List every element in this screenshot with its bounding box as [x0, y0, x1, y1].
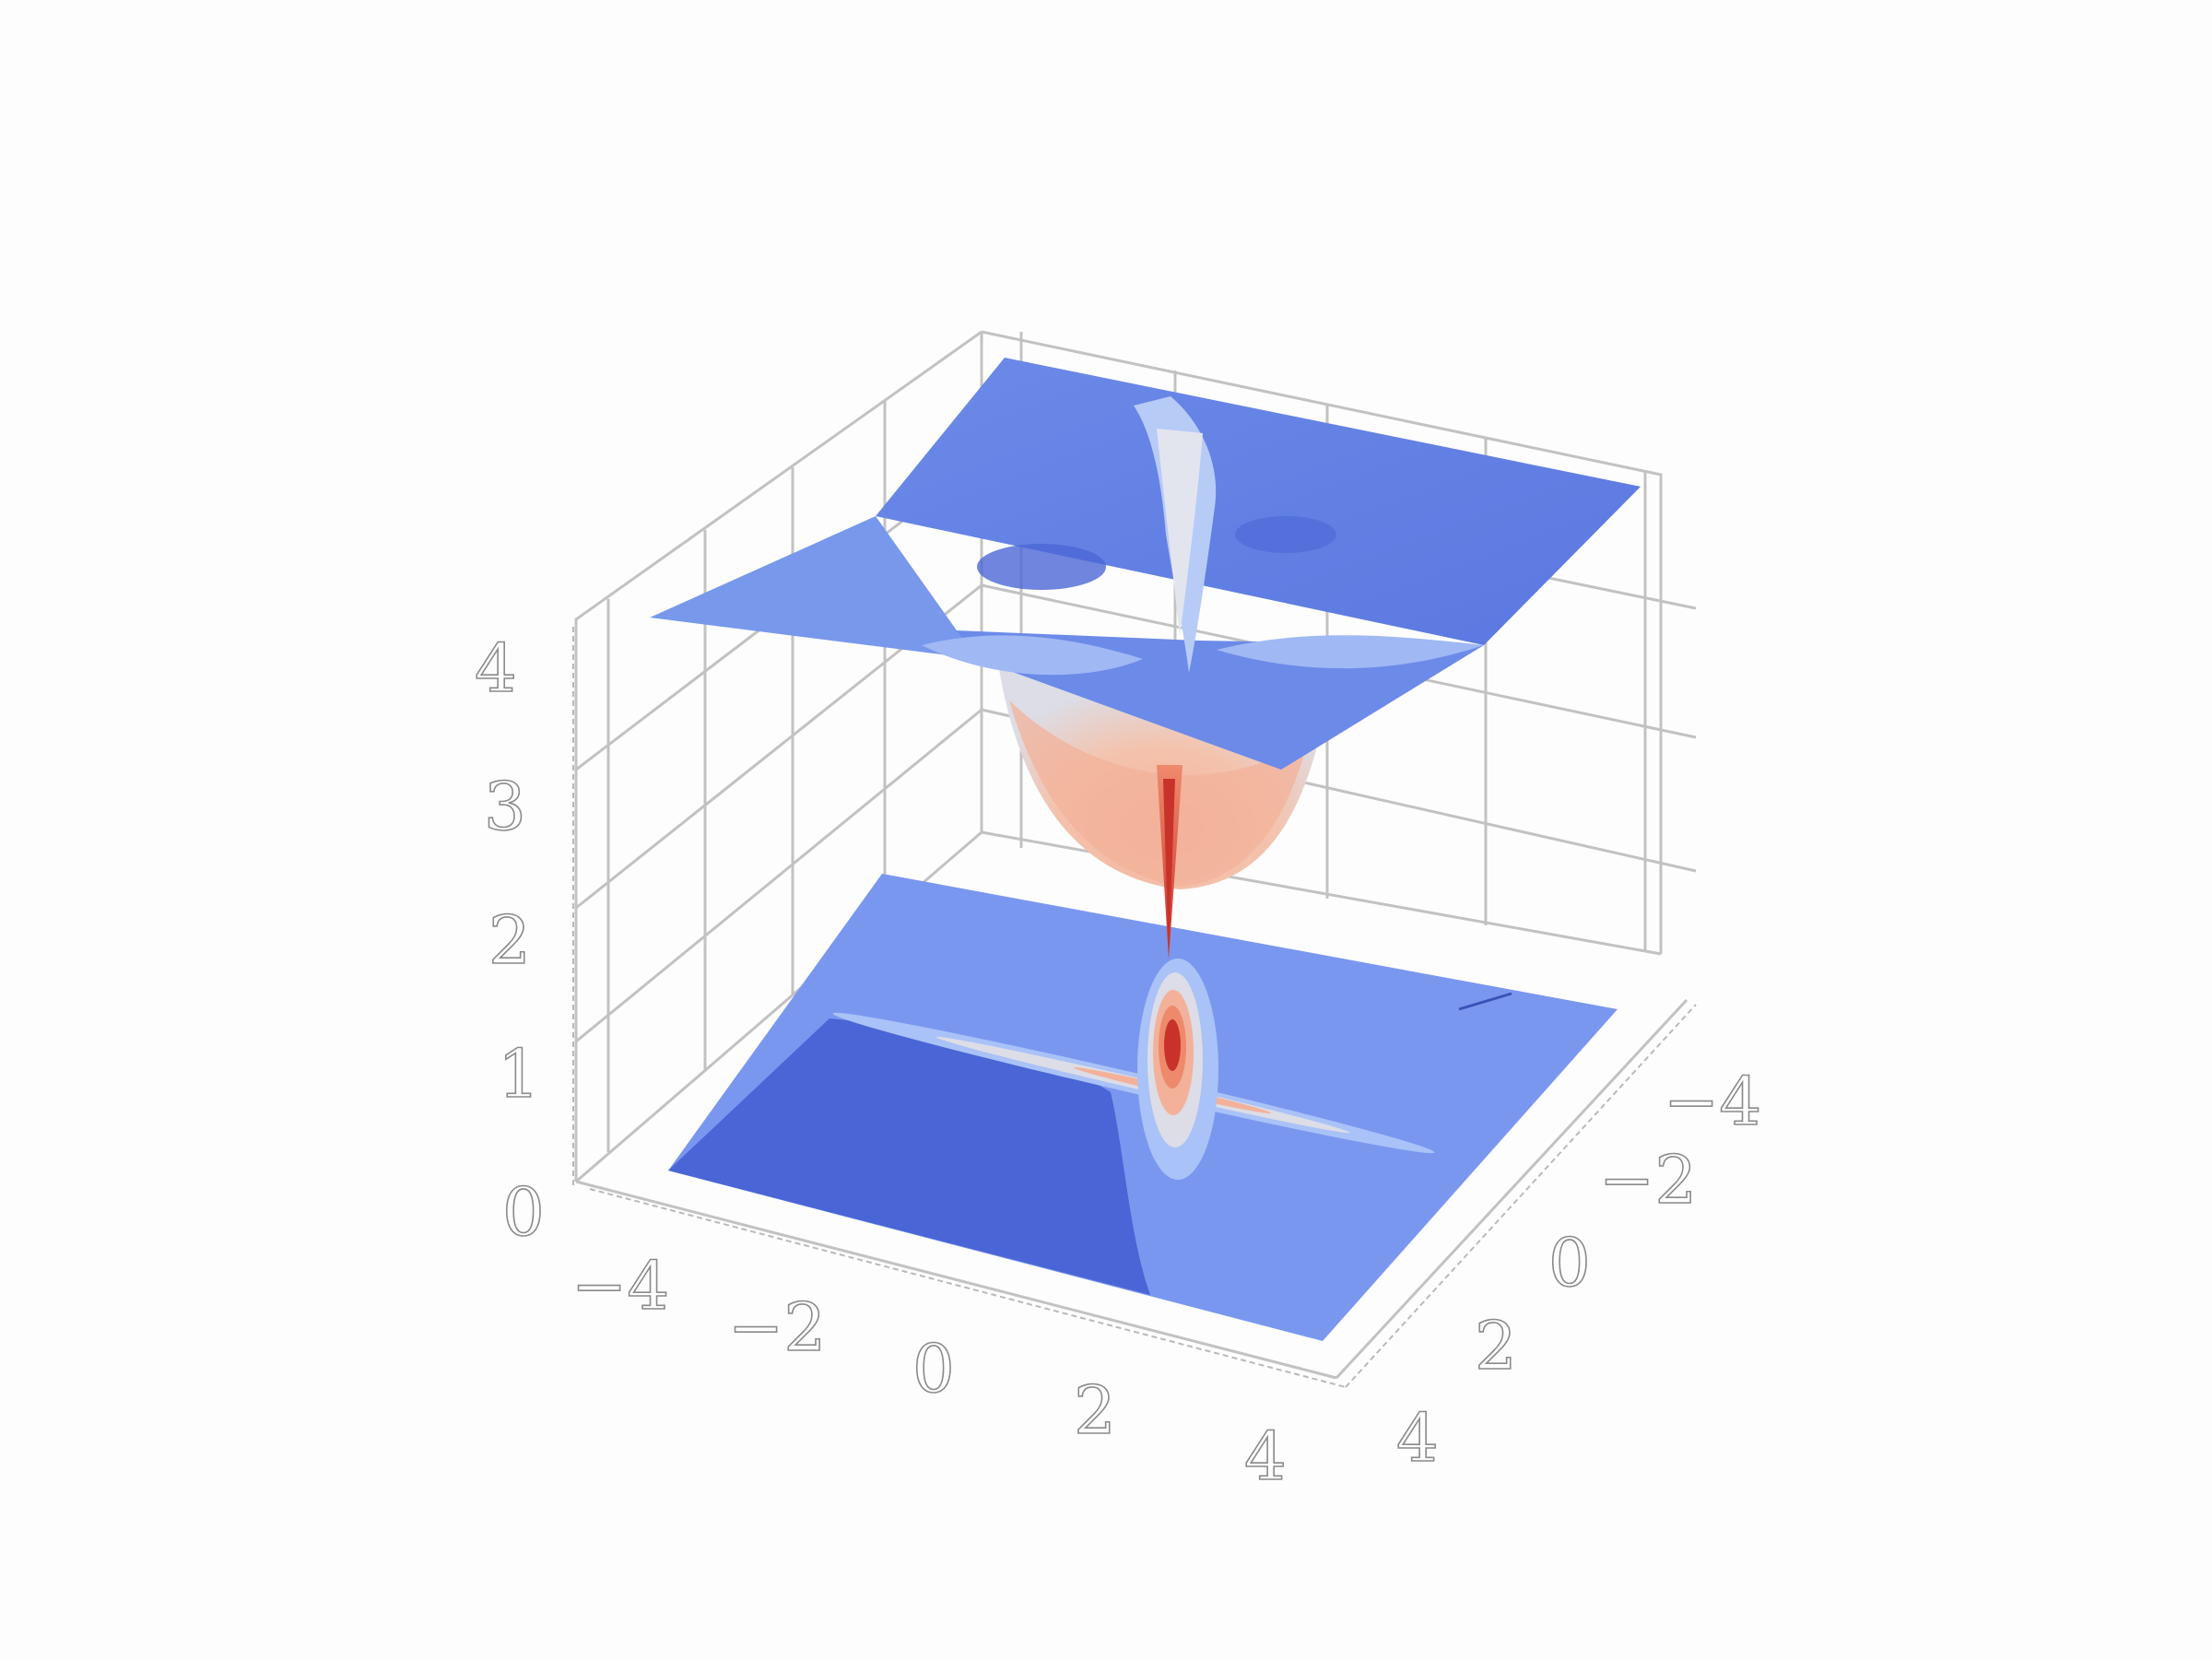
y-tick-label: 4: [1396, 1399, 1439, 1477]
x-axis-ticks: −4 −2 0 2 4: [571, 1246, 1287, 1496]
y-tick-label: −2: [1599, 1141, 1697, 1218]
x-tick-label: −4: [571, 1247, 669, 1324]
z-tick-label: 2: [488, 901, 531, 979]
contour-floor: [668, 874, 1618, 1341]
x-tick-label: 4: [1244, 1418, 1287, 1495]
x-tick-label: −2: [728, 1288, 826, 1366]
y-axis-ticks: −4 −2 0 2 4: [1395, 1062, 1762, 1477]
y-tick-label: 2: [1475, 1307, 1517, 1384]
x-tick-label: 2: [1074, 1371, 1116, 1449]
surface: [650, 358, 1641, 959]
z-tick-label: 4: [475, 629, 517, 707]
x-tick-label: 0: [912, 1330, 955, 1407]
y-tick-label: 0: [1548, 1224, 1591, 1301]
z-tick-label: 3: [484, 768, 526, 845]
y-tick-label: −4: [1664, 1063, 1761, 1140]
z-axis-ticks: 0 1 2 3 4: [474, 629, 545, 1252]
z-tick-label: 1: [498, 1035, 540, 1112]
z-tick-label: 0: [502, 1173, 545, 1251]
